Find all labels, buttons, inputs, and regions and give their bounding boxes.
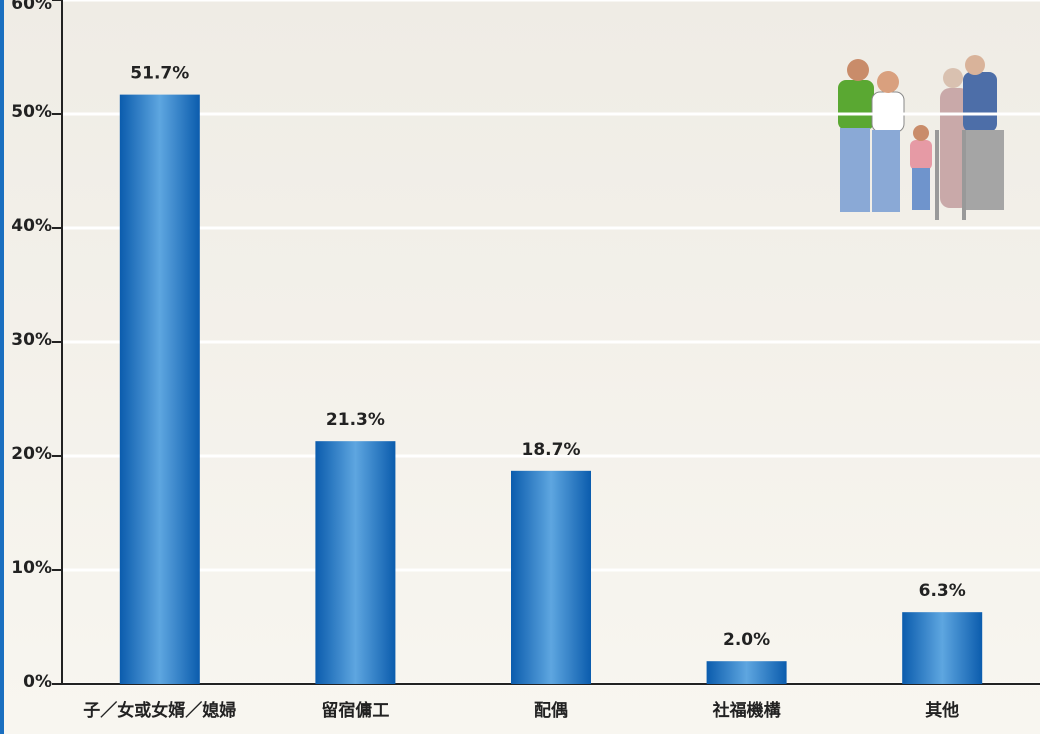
y-tick-label: 50% (11, 102, 52, 122)
y-tick-label: 10% (11, 558, 52, 578)
x-tick-label: 留宿傭工 (321, 700, 389, 721)
x-tick-label: 配偶 (534, 700, 568, 721)
value-label: 2.0% (723, 630, 770, 650)
x-tick-label: 其他 (925, 700, 959, 721)
x-tick-label: 社福機構 (712, 700, 781, 721)
value-label: 51.7% (130, 64, 189, 84)
y-tick-label: 60% (11, 0, 52, 14)
y-tick-label: 0% (23, 672, 52, 692)
value-label: 6.3% (919, 581, 966, 601)
value-label: 18.7% (522, 440, 581, 460)
left-border (0, 0, 4, 734)
bar (315, 441, 395, 684)
value-label: 21.3% (326, 410, 385, 430)
bar (511, 471, 591, 684)
y-tick-label: 30% (11, 330, 52, 350)
chart: 0% 10% 20% 30% 40% 50% 60% 子／女或女婿／媳婦 51.7% 留宿傭工 21… (0, 0, 1040, 734)
y-tick-label: 40% (11, 216, 52, 236)
bar (120, 95, 200, 684)
bar (707, 661, 787, 684)
x-tick-label: 子／女或女婿／媳婦 (83, 700, 236, 721)
bar (902, 612, 982, 684)
y-tick-label: 20% (11, 444, 52, 464)
page: {"chart_data": {"type": "bar", "categori… (0, 0, 1040, 734)
